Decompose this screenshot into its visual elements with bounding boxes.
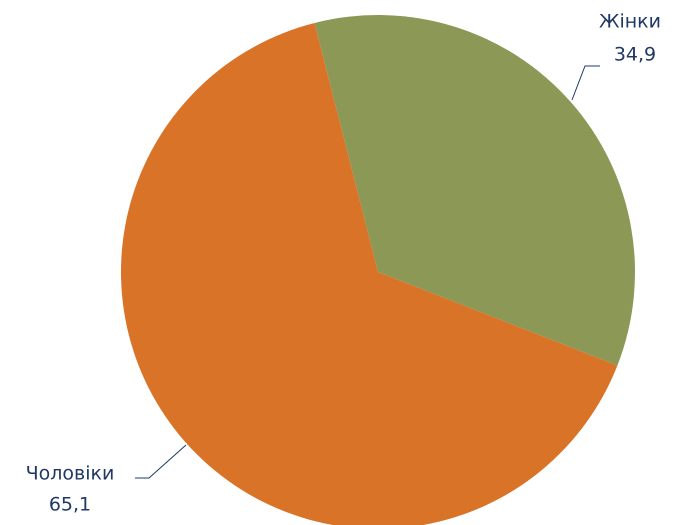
leader-line <box>571 65 600 101</box>
pie-slice <box>314 14 635 366</box>
pie-slice <box>121 22 618 525</box>
slice-label: Чоловіки <box>26 463 115 485</box>
slice-label: Жінки <box>599 11 661 33</box>
slice-value: 34,9 <box>614 44 656 66</box>
slice-value: 65,1 <box>49 494 91 516</box>
leader-line <box>135 444 187 479</box>
